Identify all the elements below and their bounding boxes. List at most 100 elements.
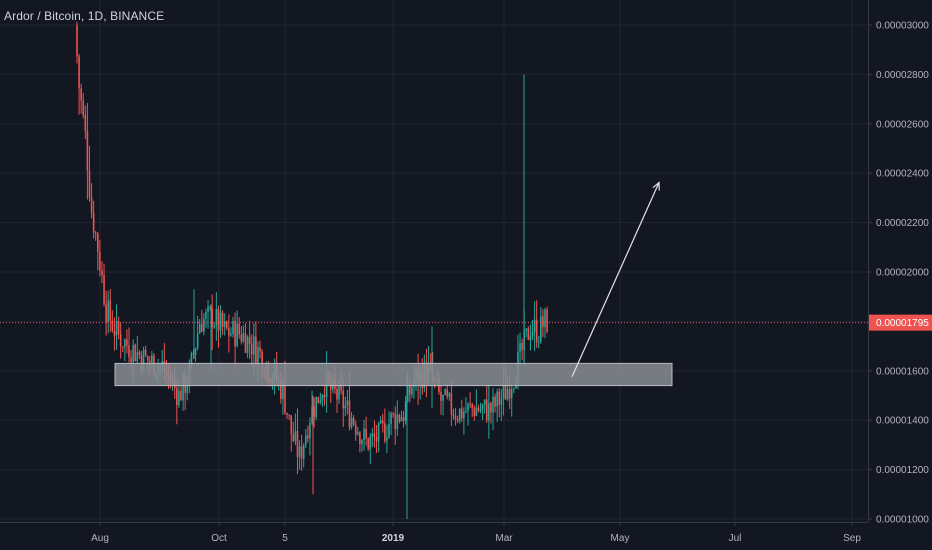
time-axis[interactable]: Aug Oct 5 2019 Mar May Jul Sep	[0, 522, 868, 544]
candle-body	[213, 325, 216, 328]
candle-body	[126, 339, 128, 346]
candle-body	[261, 351, 263, 373]
candle-body	[317, 396, 320, 404]
candle-body	[128, 345, 130, 358]
candle-body	[371, 433, 374, 437]
candle-body	[502, 385, 505, 399]
candle-body	[161, 361, 164, 365]
price-tick-label: 0.00003000	[876, 21, 929, 32]
price-axis[interactable]: 0.00003000 0.00002800 0.00002600 0.00002400…	[868, 0, 929, 526]
price-tick-label: 0.00001000	[876, 515, 929, 526]
candle-body	[292, 434, 295, 441]
time-tick-label: Sep	[843, 533, 861, 544]
candle-body	[367, 438, 369, 450]
candle-body	[458, 408, 461, 421]
candle-body	[205, 312, 207, 319]
symbol-title[interactable]: Ardor / Bitcoin, 1D, BINANCE	[4, 9, 165, 23]
candle-body	[140, 355, 143, 370]
candle-body	[398, 414, 401, 422]
grid	[0, 0, 868, 522]
candle-body	[477, 407, 480, 411]
price-tick-label: 0.00001400	[876, 416, 929, 427]
candle-body	[76, 25, 78, 57]
candle-body	[238, 323, 241, 335]
candle-body	[311, 406, 313, 423]
candle-body	[357, 432, 359, 435]
candle-body	[232, 321, 234, 334]
candle-body	[346, 400, 349, 406]
price-tick-label: 0.00002200	[876, 218, 929, 229]
time-tick-label: May	[611, 533, 630, 544]
candle-body	[379, 420, 382, 424]
candle-body	[359, 432, 361, 445]
candle-body	[313, 406, 315, 417]
candle-body	[309, 422, 311, 439]
candle-body	[490, 403, 492, 413]
candle-body	[354, 424, 357, 435]
candle-body	[352, 417, 355, 425]
candle-body	[149, 360, 151, 363]
price-tick-label: 0.00001600	[876, 366, 929, 377]
candle-body	[142, 349, 145, 370]
candle-body	[527, 328, 530, 341]
candle-body	[400, 417, 403, 422]
candle-body	[280, 380, 282, 399]
candle-body	[138, 352, 141, 356]
candle-body	[80, 88, 82, 101]
candle-body	[456, 418, 459, 421]
candle-body	[101, 270, 103, 276]
candle-body	[396, 414, 399, 429]
candle-body	[257, 347, 259, 364]
candle-body	[384, 423, 386, 441]
candle-body	[402, 417, 405, 421]
candle-body	[323, 395, 326, 398]
candle-body	[463, 411, 465, 419]
candle-body	[182, 373, 184, 401]
candle-body	[342, 390, 345, 409]
candle-body	[529, 336, 532, 341]
candle-body	[338, 384, 340, 400]
candle-body	[307, 435, 309, 439]
candle-body	[119, 334, 122, 347]
candle-body	[388, 423, 390, 438]
candle-body	[544, 309, 546, 328]
candle-body	[537, 341, 540, 343]
candle-body	[236, 323, 238, 347]
candle-body	[244, 333, 247, 353]
candle-body	[198, 324, 201, 334]
candle-body	[223, 321, 226, 328]
candle-body	[84, 115, 87, 132]
candle-body	[234, 321, 236, 347]
candle-body	[319, 400, 322, 404]
candle-body	[92, 212, 95, 233]
candle-body	[336, 388, 338, 400]
candle-body	[86, 131, 89, 171]
candle-body	[88, 170, 91, 197]
candle-body	[109, 300, 112, 321]
candle-body	[409, 384, 411, 395]
drawings[interactable]	[114, 181, 673, 387]
candle-body	[535, 319, 538, 343]
candle-body	[473, 407, 476, 417]
candle-body	[221, 312, 224, 328]
candle-body	[121, 346, 124, 348]
candle-body	[483, 399, 486, 405]
candle-body	[176, 388, 178, 406]
time-tick-label: Mar	[495, 533, 513, 544]
projection-arrow[interactable]	[571, 182, 660, 378]
candle-body	[450, 393, 453, 415]
candle-body	[506, 388, 509, 400]
support-zone-rectangle[interactable]	[114, 362, 673, 387]
candle-body	[377, 423, 380, 442]
candle-body	[207, 306, 209, 313]
candle-body	[294, 431, 297, 441]
candles	[76, 21, 548, 519]
price-tick-label: 0.00002400	[876, 169, 929, 180]
time-tick-label: 2019	[382, 533, 405, 544]
candle-body	[107, 300, 109, 323]
candle-body	[284, 382, 286, 413]
candle-body	[406, 384, 409, 402]
candle-body	[386, 437, 388, 441]
